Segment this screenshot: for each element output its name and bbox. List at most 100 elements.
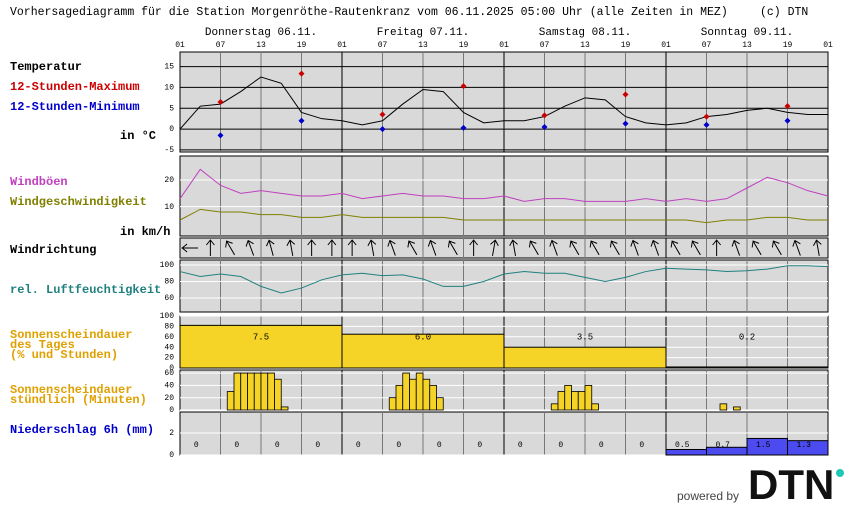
wind-arrow <box>181 243 199 253</box>
wind-arrow <box>731 239 741 256</box>
y-tick-label: 10 <box>164 84 174 93</box>
chart-title: Vorhersagediagramm für die Station Morge… <box>10 6 728 19</box>
x-tick-label: 01 <box>175 41 185 50</box>
y-tick-label: 5 <box>169 104 174 113</box>
wind-arrow <box>812 239 822 256</box>
x-tick-label: 13 <box>256 41 266 50</box>
panel-label: Niederschlag 6h (mm) <box>10 423 154 437</box>
y-tick-label: 100 <box>160 312 175 321</box>
value-label: 0 <box>477 441 482 450</box>
x-tick-label: 07 <box>378 41 388 50</box>
point <box>298 70 305 77</box>
wind-arrow <box>266 239 275 256</box>
wind-arrow <box>609 240 620 256</box>
wind-arrow <box>307 239 317 256</box>
x-tick-label: 07 <box>702 41 712 50</box>
value-label: 7.5 <box>253 332 269 342</box>
bar <box>591 403 599 411</box>
series-line <box>179 168 829 202</box>
wind-arrow <box>549 239 558 256</box>
x-tick-label: 07 <box>540 41 550 50</box>
wind-arrow <box>407 240 418 256</box>
bar <box>395 384 404 411</box>
y-tick-label: 15 <box>164 63 174 72</box>
wind-arrow <box>387 239 396 256</box>
wind-arrow <box>245 239 255 256</box>
series-line <box>179 265 829 294</box>
y-tick-label: 0 <box>169 451 174 460</box>
point <box>541 112 548 119</box>
x-tick-label: 01 <box>499 41 509 50</box>
value-label: 0 <box>518 441 523 450</box>
wind-arrow <box>286 239 296 256</box>
y-tick-label: 60 <box>164 294 174 303</box>
bar <box>274 378 282 411</box>
bar <box>429 384 437 411</box>
wind-arrow <box>447 240 458 256</box>
y-tick-label: 20 <box>164 176 174 185</box>
value-label: 0 <box>599 441 604 450</box>
value-label: 0 <box>194 441 199 450</box>
value-label: 0 <box>234 441 239 450</box>
y-tick-label: -5 <box>164 146 174 155</box>
wind-arrow <box>771 240 782 256</box>
bar <box>226 391 235 411</box>
value-label: 1.3 <box>797 441 812 450</box>
value-label: 0 <box>558 441 563 450</box>
legend-label: 12-Stunden-Minimum <box>10 100 140 114</box>
bar <box>733 406 741 411</box>
y-tick-label: 2 <box>169 429 174 438</box>
wind-arrow <box>469 239 479 256</box>
y-tick-label: 20 <box>164 394 174 403</box>
legend-label: Temperatur <box>10 60 82 74</box>
y-axis-label: in km/h <box>120 225 170 239</box>
y-axis-label: in °C <box>120 129 156 143</box>
bar <box>402 372 410 411</box>
bar <box>503 346 667 369</box>
bar <box>577 391 586 411</box>
legend-label: Windrichtung <box>10 243 96 257</box>
wind-arrow <box>490 239 499 256</box>
x-tick-label: 13 <box>742 41 752 50</box>
bar <box>436 397 444 411</box>
bar <box>267 372 275 411</box>
y-tick-label: 0 <box>169 364 174 373</box>
y-tick-label: 0 <box>169 125 174 134</box>
legend-label: Windböen <box>10 175 68 189</box>
day-label: Samstag 08.11. <box>539 27 631 39</box>
bar <box>719 403 728 411</box>
point <box>703 121 710 128</box>
series-line <box>179 208 828 224</box>
wind-arrow <box>569 240 580 256</box>
legend-label: Windgeschwindigkeit <box>10 195 147 209</box>
wind-arrow <box>690 240 701 256</box>
wind-arrow <box>751 240 762 256</box>
bar <box>422 378 431 411</box>
bar <box>260 372 269 411</box>
y-tick-label: 100 <box>160 261 175 270</box>
y-tick-label: 60 <box>164 369 174 378</box>
day-label: Sonntag 09.11. <box>701 27 793 39</box>
bar <box>280 406 289 411</box>
point <box>622 120 629 127</box>
point <box>622 91 629 98</box>
y-tick-label: 20 <box>164 354 174 363</box>
wind-arrow <box>509 239 518 256</box>
x-tick-label: 13 <box>580 41 590 50</box>
value-label: 1.5 <box>756 441 771 450</box>
legend-label: rel. Luftfeuchtigkeit <box>10 283 161 297</box>
bar <box>240 372 248 411</box>
day-label: Freitag 07.11. <box>377 27 469 39</box>
panel-label: (% und Stunden) <box>10 348 118 362</box>
wind-arrow <box>650 239 660 256</box>
bar <box>557 391 566 411</box>
legend-label: 12-Stunden-Maximum <box>10 80 140 94</box>
wind-arrow <box>528 240 539 256</box>
footer-text: powered by <box>677 489 739 503</box>
y-tick-label: 0 <box>169 406 174 415</box>
wind-arrow <box>367 239 377 256</box>
bar <box>388 397 397 411</box>
value-label: 0 <box>315 441 320 450</box>
